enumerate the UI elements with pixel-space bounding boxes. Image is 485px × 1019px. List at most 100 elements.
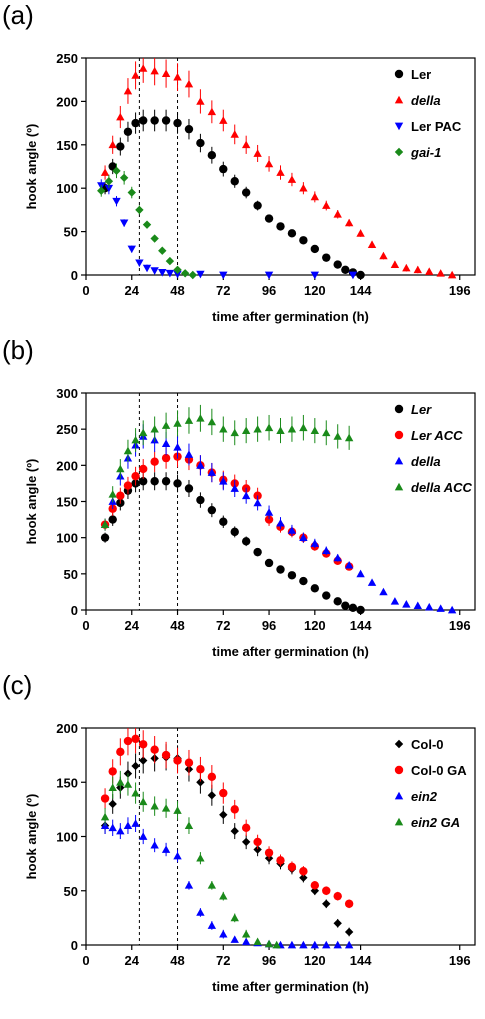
data-point (219, 810, 228, 819)
panel-a: (a) 0 24 48 72 96 120 144 196 0 50 100 150 200 250 tim… (0, 0, 485, 335)
legend-label: della ACC (411, 480, 473, 495)
data-point (131, 788, 140, 797)
data-point (299, 576, 308, 586)
data-point (230, 913, 239, 922)
data-point (310, 940, 320, 949)
y-tick-label: 300 (56, 386, 78, 401)
data-point (123, 736, 133, 746)
data-point (127, 245, 136, 254)
data-point (173, 419, 182, 427)
data-point (161, 421, 171, 429)
data-point (135, 259, 144, 268)
data-point (333, 432, 342, 440)
data-point (161, 750, 171, 760)
data-point (447, 270, 457, 279)
x-axis-label: time after germination (h) (212, 644, 369, 659)
data-point (196, 414, 205, 422)
data-point (219, 929, 228, 938)
y-tick-label: 100 (56, 531, 78, 546)
data-point (241, 823, 251, 833)
data-point (219, 517, 228, 526)
data-point (180, 269, 190, 278)
y-tick-label: 50 (64, 884, 78, 899)
data-point (219, 788, 228, 798)
data-point (253, 149, 262, 157)
data-point (97, 186, 106, 196)
data-point (173, 118, 182, 128)
data-point (173, 756, 182, 765)
x-tick-label: 144 (350, 618, 372, 633)
y-tick-label: 250 (56, 422, 78, 437)
data-point (253, 837, 262, 847)
data-point (173, 72, 182, 81)
panel-c: (c) 0 24 48 72 96 120 144 196 0 50 100 150 200 time a… (0, 670, 485, 1005)
x-tick-label: 96 (262, 283, 276, 298)
hook-angle-chart: 0 24 48 72 96 120 144 196 0 50 100 150 200 250 300 time… (24, 386, 476, 659)
data-point (276, 426, 285, 434)
data-point (253, 424, 262, 433)
data-point (348, 603, 358, 613)
x-tick-label: 72 (216, 283, 230, 298)
data-series (97, 163, 197, 280)
legend-marker (394, 69, 404, 79)
data-point (264, 848, 274, 857)
data-point (207, 468, 217, 476)
data-point (150, 424, 159, 433)
data-series (100, 770, 281, 949)
data-point (333, 919, 342, 928)
x-tick-label: 48 (170, 953, 184, 968)
legend-label: ein2 GA (411, 815, 460, 830)
data-point (131, 118, 140, 128)
data-point (322, 591, 331, 600)
data-series (97, 179, 358, 280)
legend-marker (394, 817, 404, 826)
data-point (413, 601, 422, 610)
y-axis-label: hook angle (º) (24, 794, 39, 880)
data-point (264, 508, 274, 516)
y-axis-label: hook angle (º) (24, 459, 39, 545)
panel-b: (b) 0 24 48 72 96 120 144 196 0 50 100 150 200 250 300… (0, 335, 485, 670)
data-point (241, 491, 251, 500)
data-point (139, 740, 148, 749)
data-point (310, 539, 320, 547)
data-point (150, 801, 159, 810)
data-point (184, 124, 194, 134)
legend-marker (394, 95, 404, 104)
data-point (341, 265, 350, 274)
data-point (112, 197, 121, 206)
data-point (344, 927, 354, 937)
y-tick-label: 100 (56, 830, 78, 845)
data-point (139, 116, 148, 125)
data-point (333, 260, 342, 269)
panel-label: (c) (2, 670, 33, 700)
data-point (367, 578, 377, 586)
data-point (196, 138, 205, 148)
data-point (264, 423, 274, 432)
legend-label: della (411, 93, 441, 108)
data-point (276, 168, 285, 176)
data-point (344, 940, 354, 949)
data-point (161, 804, 171, 812)
legend-marker (394, 122, 404, 131)
data-point (322, 886, 331, 895)
y-tick-label: 200 (56, 94, 78, 109)
data-point (139, 464, 148, 474)
data-point (127, 188, 136, 197)
data-point (123, 780, 133, 788)
data-point (188, 270, 197, 280)
data-point (196, 461, 205, 469)
data-point (131, 819, 140, 827)
data-point (230, 527, 239, 537)
data-point (264, 558, 274, 568)
legend-label: Ler (411, 402, 432, 417)
data-point (322, 899, 331, 908)
data-point (139, 64, 148, 72)
data-point (161, 116, 171, 125)
data-point (367, 240, 377, 248)
data-series (100, 744, 354, 937)
y-tick-label: 150 (56, 495, 78, 510)
data-point (310, 271, 320, 280)
data-point (161, 453, 171, 463)
data-point (108, 823, 117, 832)
legend-label: Ler PAC (411, 119, 462, 134)
